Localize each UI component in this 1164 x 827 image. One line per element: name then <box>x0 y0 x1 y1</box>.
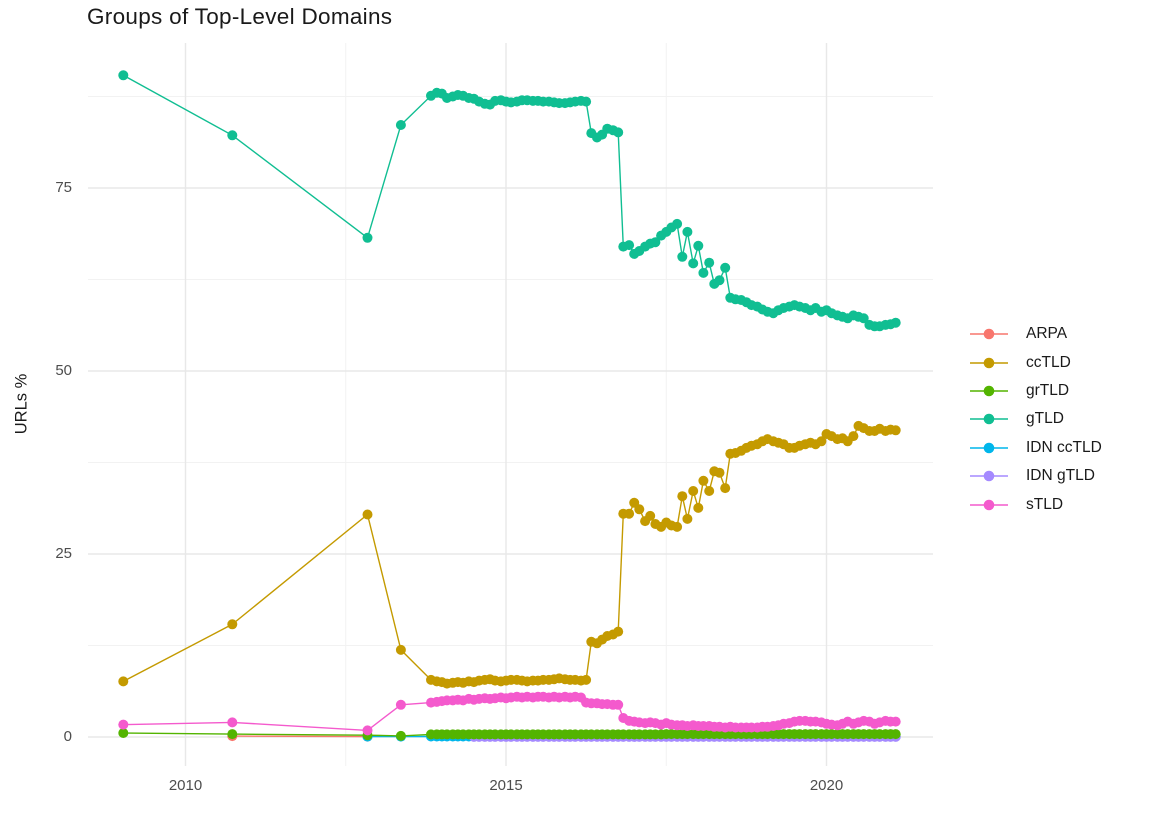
data-point-cctld <box>816 436 827 447</box>
data-point-gtld <box>682 226 693 237</box>
data-point-cctld <box>693 502 704 513</box>
data-point-stld <box>890 716 901 727</box>
data-point-cctld <box>118 676 129 687</box>
series-arpa <box>227 731 373 742</box>
legend-item-stld: sTLD <box>968 490 1102 518</box>
legend-key-icon <box>970 385 1008 397</box>
legend-item-idn-gtld: IDN gTLD <box>968 462 1102 490</box>
data-point-cctld <box>682 513 693 524</box>
y-tick-label: 50 <box>55 362 72 379</box>
legend-label: ccTLD <box>1026 353 1071 371</box>
legend-key-icon <box>970 470 1008 482</box>
legend: ARPA ccTLD grTLD gTLD IDN ccTLD IDN gTLD sTLD <box>968 320 1102 519</box>
data-point-gtld <box>672 218 683 229</box>
data-point-gtld <box>704 257 715 268</box>
data-point-grtld <box>395 730 406 741</box>
data-point-gtld <box>720 262 731 273</box>
legend-label: grTLD <box>1026 381 1070 399</box>
data-point-gtld <box>677 251 688 262</box>
data-point-cctld <box>720 483 731 494</box>
data-point-gtld <box>698 267 709 278</box>
legend-key-dot <box>983 357 995 368</box>
data-point-cctld <box>688 486 699 496</box>
data-point-gtld <box>362 232 373 243</box>
data-point-gtld <box>395 120 406 130</box>
data-point-gtld <box>714 275 725 286</box>
data-point-cctld <box>581 674 592 685</box>
legend-item-cctld: ccTLD <box>968 348 1102 376</box>
data-point-cctld <box>890 425 901 436</box>
legend-key-dot <box>983 470 995 482</box>
legend-key-dot <box>983 328 995 340</box>
data-point-stld <box>613 699 624 710</box>
legend-label: IDN ccTLD <box>1026 438 1102 456</box>
legend-key-icon <box>970 357 1008 368</box>
data-point-cctld <box>624 508 635 519</box>
data-point-cctld <box>848 431 859 442</box>
data-point-cctld <box>613 626 624 637</box>
data-point-cctld <box>645 510 656 521</box>
data-point-cctld <box>677 491 688 502</box>
y-tick-label: 75 <box>55 179 72 196</box>
x-tick-label: 2020 <box>809 777 844 794</box>
y-axis-title: URLs % <box>12 373 31 435</box>
data-point-stld <box>395 699 406 710</box>
series-gtld <box>118 70 901 332</box>
data-point-gtld <box>581 96 592 107</box>
y-tick-label: 0 <box>63 728 72 745</box>
data-point-grtld <box>890 729 901 740</box>
data-point-cctld <box>704 486 715 496</box>
legend-key-icon <box>970 442 1008 454</box>
data-point-gtld <box>693 240 704 251</box>
data-point-stld <box>118 719 129 730</box>
legend-key-icon <box>970 414 1008 425</box>
legend-key-dot <box>983 442 995 454</box>
data-point-gtld <box>890 317 901 328</box>
data-point-gtld <box>613 127 624 138</box>
data-point-gtld <box>858 313 869 324</box>
series-grtld <box>118 728 901 741</box>
legend-label: IDN gTLD <box>1026 467 1095 485</box>
series-stld <box>118 691 901 736</box>
data-point-gtld <box>650 237 661 248</box>
data-point-cctld <box>395 644 406 655</box>
data-point-cctld <box>714 467 725 478</box>
legend-item-gtld: gTLD <box>968 405 1102 433</box>
data-point-stld <box>227 717 238 728</box>
data-point-gtld <box>688 258 699 269</box>
legend-key-icon <box>970 499 1008 510</box>
data-point-gtld <box>624 240 635 251</box>
data-point-grtld <box>227 729 238 740</box>
data-point-grtld <box>118 728 129 738</box>
series-cctld <box>118 420 901 689</box>
legend-key-dot <box>983 385 995 397</box>
data-point-gtld <box>227 130 238 141</box>
x-tick-label: 2010 <box>168 777 203 794</box>
y-tick-label: 25 <box>55 545 72 562</box>
x-tick-label: 2015 <box>489 777 523 794</box>
chart-title: Groups of Top-Level Domains <box>87 4 393 29</box>
data-point-cctld <box>634 504 645 515</box>
legend-label: sTLD <box>1026 495 1064 513</box>
data-point-cctld <box>698 475 709 486</box>
data-point-cctld <box>227 619 238 630</box>
legend-item-grtld: grTLD <box>968 377 1102 405</box>
series-line-gtld <box>122 74 896 327</box>
legend-key-icon <box>970 328 1008 340</box>
legend-label: gTLD <box>1026 410 1064 428</box>
data-point-gtld <box>118 70 129 81</box>
legend-item-arpa: ARPA <box>968 320 1102 348</box>
legend-label: ARPA <box>1026 325 1068 343</box>
data-point-cctld <box>362 509 373 520</box>
series-line-arpa <box>232 735 368 738</box>
data-point-cctld <box>672 521 683 532</box>
legend-item-idn-cctld: IDN ccTLD <box>968 434 1102 462</box>
data-point-stld <box>362 725 373 736</box>
legend-key-dot <box>983 414 995 425</box>
legend-key-dot <box>983 499 995 510</box>
series-line-cctld <box>122 424 896 685</box>
